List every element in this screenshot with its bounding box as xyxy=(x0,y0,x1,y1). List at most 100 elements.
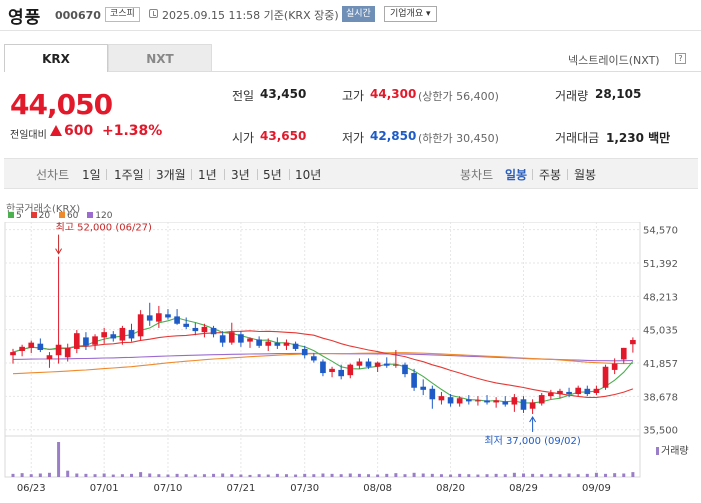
volume-bar xyxy=(631,472,635,477)
candle-body xyxy=(347,364,354,376)
volume-bar xyxy=(585,473,589,477)
prev-close-label: 전일 xyxy=(232,89,255,103)
candle-body xyxy=(593,388,600,393)
candle-body xyxy=(402,364,408,375)
volume-bar xyxy=(57,442,61,477)
volume-bar xyxy=(303,473,307,477)
volume-bar xyxy=(248,474,252,477)
period-10y[interactable]: 10년 xyxy=(295,168,322,182)
volume-bar xyxy=(421,473,425,477)
candle-body xyxy=(484,400,490,403)
x-tick-label: 07/30 xyxy=(290,483,319,494)
volume-bar xyxy=(613,473,617,477)
x-tick-label: 07/21 xyxy=(226,483,255,494)
ma-legend: 5 20 60 120 xyxy=(8,211,118,221)
x-tick-label: 09/09 xyxy=(582,483,611,494)
ma-line-5 xyxy=(12,317,634,404)
candlestick-chart[interactable]: 54,570 51,392 48,213 45,035 41,857 38,678 35,5… xyxy=(0,222,701,503)
low-label: 저가 xyxy=(342,131,365,145)
candle-body xyxy=(365,361,372,367)
volume-bar xyxy=(312,474,316,477)
candle-body xyxy=(156,313,162,322)
period-1y[interactable]: 1년 xyxy=(198,168,217,182)
candle-body xyxy=(493,400,499,403)
candle-body xyxy=(201,326,208,333)
upper-limit: (상한가 56,400) xyxy=(418,90,499,103)
nextrade-link[interactable]: 넥스트레이드(NXT) xyxy=(568,54,660,67)
volume-bar xyxy=(594,472,598,477)
volume-bar xyxy=(604,473,608,477)
candle-daily[interactable]: 일봉 xyxy=(505,168,528,182)
candle-body xyxy=(620,347,627,360)
volume-bar xyxy=(130,473,134,477)
volume-bar xyxy=(348,473,352,477)
separator xyxy=(224,169,225,180)
line-chart-label[interactable]: 선차트 xyxy=(36,168,70,182)
volume-bar xyxy=(412,472,416,477)
candle-body xyxy=(238,334,244,343)
candle-body xyxy=(10,352,16,356)
realtime-button[interactable]: 실시간 xyxy=(342,6,375,22)
candle-body xyxy=(420,386,427,390)
candle-body xyxy=(438,396,445,401)
period-3m[interactable]: 3개월 xyxy=(156,168,186,182)
candle-monthly[interactable]: 월봉 xyxy=(574,168,597,182)
x-tick-label: 07/01 xyxy=(90,483,119,494)
x-tick-label: 08/08 xyxy=(363,483,392,494)
ma-line-20 xyxy=(12,330,634,398)
amount-value: 1,230 백만 xyxy=(606,131,671,145)
candle-body xyxy=(383,363,390,366)
period-5y[interactable]: 5년 xyxy=(263,168,282,182)
help-icon[interactable]: ? xyxy=(675,53,686,64)
volume-bar xyxy=(239,474,243,477)
volume-bar xyxy=(430,473,434,477)
candle-body xyxy=(329,368,335,373)
candle-body xyxy=(283,342,290,346)
volume-bar xyxy=(521,473,525,477)
candle-body xyxy=(411,373,417,388)
volume-bar xyxy=(266,474,270,477)
period-1w[interactable]: 1주일 xyxy=(114,168,144,182)
prev-close-value: 43,450 xyxy=(260,87,307,101)
company-overview-button[interactable]: 기업개요 ▾ xyxy=(384,6,437,22)
period-3y[interactable]: 3년 xyxy=(231,168,250,182)
y-tick-label: 35,500 xyxy=(643,426,678,437)
candle-weekly[interactable]: 주봉 xyxy=(539,168,562,182)
candle-body xyxy=(64,347,71,358)
candle-body xyxy=(219,335,226,343)
low-arrow-head xyxy=(529,415,537,423)
candle-body xyxy=(301,348,308,356)
y-tick-label: 54,570 xyxy=(643,226,678,237)
volume-bar xyxy=(66,470,70,477)
market-badge: 코스피 xyxy=(105,7,140,22)
volume-bar xyxy=(503,474,507,477)
period-1d[interactable]: 1일 xyxy=(82,168,101,182)
volume-bar xyxy=(403,474,407,477)
candle-body xyxy=(292,343,299,349)
candle-chart-label[interactable]: 봉차트 xyxy=(460,168,494,182)
candle-body xyxy=(146,315,153,321)
candle-body xyxy=(475,400,481,402)
y-tick-label: 48,213 xyxy=(643,292,678,303)
current-price: 44,050 xyxy=(10,88,113,121)
y-tick-label: 41,857 xyxy=(643,359,678,370)
candle-body xyxy=(274,342,281,346)
candle-body xyxy=(548,392,554,397)
candle-body xyxy=(37,343,44,350)
candle-body xyxy=(83,337,89,346)
volume-bar xyxy=(458,473,462,477)
tab-krx[interactable]: KRX xyxy=(4,44,108,72)
candle-body xyxy=(265,341,272,346)
candle-body xyxy=(92,336,98,345)
candle-body xyxy=(338,369,344,377)
candle-body xyxy=(247,338,253,342)
candle-body xyxy=(465,399,472,402)
volume-bar xyxy=(284,474,288,477)
candle-body xyxy=(210,327,217,335)
volume-bar xyxy=(439,474,443,477)
tab-nxt[interactable]: NXT xyxy=(108,44,212,72)
volume-bar xyxy=(476,474,480,477)
candle-body xyxy=(584,388,591,395)
candle-body xyxy=(101,332,107,338)
candle-body xyxy=(73,333,80,349)
